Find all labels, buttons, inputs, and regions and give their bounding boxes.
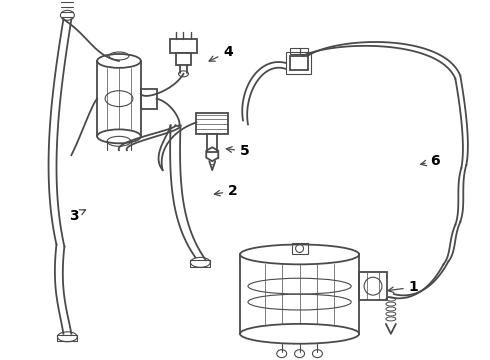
Ellipse shape (97, 129, 141, 143)
Bar (207, 134, 217, 152)
Text: 3: 3 (70, 209, 86, 223)
Text: 6: 6 (421, 154, 440, 168)
Bar (175, 53, 192, 65)
Bar (290, 56, 308, 70)
Bar (141, 89, 157, 109)
Text: 1: 1 (388, 280, 418, 294)
Bar (170, 39, 197, 53)
Text: 4: 4 (209, 45, 233, 61)
Bar (359, 272, 387, 300)
Bar (286, 52, 312, 74)
Ellipse shape (240, 324, 359, 344)
Text: 2: 2 (215, 184, 238, 198)
Bar (299, 48, 308, 54)
Bar (196, 113, 228, 134)
Text: 5: 5 (226, 144, 250, 158)
Bar (292, 243, 308, 255)
Bar (290, 48, 299, 54)
